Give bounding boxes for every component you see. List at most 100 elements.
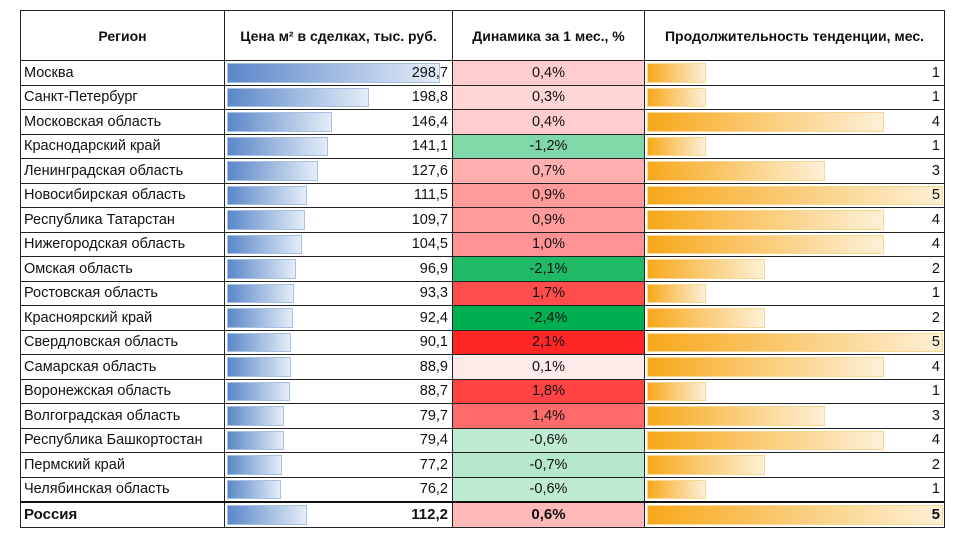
price-cell: 109,7 bbox=[224, 207, 453, 233]
trend-value: 1 bbox=[931, 89, 940, 106]
dynamics-cell: 0,9% bbox=[452, 207, 645, 233]
region-cell: Волгоградская область bbox=[20, 403, 225, 429]
price-cell: 88,7 bbox=[224, 378, 453, 404]
table-row: Москва 298,7 0,4% 1 bbox=[20, 60, 945, 86]
trend-value: 1 bbox=[931, 383, 940, 400]
price-data-bar bbox=[227, 234, 302, 254]
trend-cell: 2 bbox=[644, 256, 945, 282]
region-cell: Красноярский край bbox=[20, 305, 225, 331]
trend-cell: 4 bbox=[644, 354, 945, 380]
trend-cell: 1 bbox=[644, 84, 945, 110]
region-cell: Республика Башкортостан bbox=[20, 427, 225, 453]
dynamics-cell: 0,9% bbox=[452, 182, 645, 208]
price-value: 141,1 bbox=[411, 138, 448, 155]
price-cell: 198,8 bbox=[224, 84, 453, 110]
trend-value: 5 bbox=[931, 334, 940, 351]
table-row: Волгоградская область 79,7 1,4% 3 bbox=[20, 403, 945, 429]
trend-data-bar bbox=[647, 87, 707, 107]
trend-value: 4 bbox=[931, 432, 940, 449]
trend-data-bar bbox=[647, 185, 943, 205]
trend-data-bar bbox=[647, 161, 825, 181]
trend-data-bar bbox=[647, 112, 884, 132]
price-value: 88,7 bbox=[419, 383, 448, 400]
header-region: Регион bbox=[20, 10, 225, 61]
dynamics-cell: -0,7% bbox=[452, 452, 645, 478]
price-data-bar bbox=[227, 161, 319, 181]
price-cell: 141,1 bbox=[224, 133, 453, 159]
trend-cell: 1 bbox=[644, 476, 945, 503]
price-value: 79,7 bbox=[419, 407, 448, 424]
header-row: Регион Цена м² в сделках, тыс. руб. Дина… bbox=[20, 10, 945, 61]
table-row: Челябинская область 76,2 -0,6% 1 bbox=[20, 476, 945, 503]
price-cell: 90,1 bbox=[224, 329, 453, 355]
region-cell: Пермский край bbox=[20, 452, 225, 478]
price-data-bar bbox=[227, 87, 370, 107]
trend-value: 3 bbox=[931, 162, 940, 179]
price-cell: 96,9 bbox=[224, 256, 453, 282]
table-row: Красноярский край 92,4 -2,4% 2 bbox=[20, 305, 945, 331]
trend-value: 4 bbox=[931, 113, 940, 130]
trend-data-bar bbox=[647, 210, 884, 230]
price-data-bar bbox=[227, 112, 332, 132]
table-row: Омская область 96,9 -2,1% 2 bbox=[20, 256, 945, 282]
header-price: Цена м² в сделках, тыс. руб. bbox=[224, 10, 453, 61]
trend-cell: 3 bbox=[644, 403, 945, 429]
region-cell: Краснодарский край bbox=[20, 133, 225, 159]
trend-cell: 5 bbox=[644, 182, 945, 208]
price-data-bar bbox=[227, 381, 291, 401]
trend-value: 1 bbox=[931, 285, 940, 302]
table-row: Ростовская область 93,3 1,7% 1 bbox=[20, 280, 945, 306]
price-value: 198,8 bbox=[411, 89, 448, 106]
region-cell: Ленинградская область bbox=[20, 158, 225, 184]
dynamics-cell: 1,8% bbox=[452, 378, 645, 404]
trend-cell: 4 bbox=[644, 109, 945, 135]
dynamics-cell: 0,6% bbox=[452, 501, 645, 528]
trend-cell: 1 bbox=[644, 378, 945, 404]
table-row: Санкт-Петербург 198,8 0,3% 1 bbox=[20, 84, 945, 110]
total-row: Россия 112,2 0,6% 5 bbox=[20, 501, 945, 528]
trend-cell: 3 bbox=[644, 158, 945, 184]
price-cell: 111,5 bbox=[224, 182, 453, 208]
price-value: 96,9 bbox=[419, 260, 448, 277]
price-data-bar bbox=[227, 479, 282, 499]
price-cell: 104,5 bbox=[224, 231, 453, 257]
trend-cell: 4 bbox=[644, 427, 945, 453]
price-value: 104,5 bbox=[411, 236, 448, 253]
dynamics-cell: -2,4% bbox=[452, 305, 645, 331]
region-cell: Омская область bbox=[20, 256, 225, 282]
price-cell: 88,9 bbox=[224, 354, 453, 380]
trend-value: 1 bbox=[931, 481, 940, 498]
table-row: Свердловская область 90,1 2,1% 5 bbox=[20, 329, 945, 355]
trend-data-bar bbox=[647, 479, 707, 499]
trend-data-bar bbox=[647, 308, 766, 328]
trend-cell: 4 bbox=[644, 207, 945, 233]
trend-value: 1 bbox=[931, 64, 940, 81]
price-data-bar bbox=[227, 259, 297, 279]
price-data-bar bbox=[227, 210, 306, 230]
trend-value: 5 bbox=[931, 506, 940, 524]
dynamics-cell: 0,1% bbox=[452, 354, 645, 380]
trend-cell: 4 bbox=[644, 231, 945, 257]
price-value: 92,4 bbox=[419, 309, 448, 326]
trend-cell: 5 bbox=[644, 501, 945, 528]
trend-data-bar bbox=[647, 357, 884, 377]
price-data-bar bbox=[227, 308, 294, 328]
trend-data-bar bbox=[647, 259, 766, 279]
price-value: 88,9 bbox=[419, 358, 448, 375]
region-cell: Россия bbox=[20, 501, 225, 528]
trend-cell: 1 bbox=[644, 60, 945, 86]
trend-data-bar bbox=[647, 430, 884, 450]
price-value: 79,4 bbox=[419, 432, 448, 449]
table-row: Самарская область 88,9 0,1% 4 bbox=[20, 354, 945, 380]
trend-data-bar bbox=[647, 505, 943, 525]
trend-value: 4 bbox=[931, 211, 940, 228]
dynamics-cell: 1,0% bbox=[452, 231, 645, 257]
price-data-bar bbox=[227, 430, 284, 450]
price-value: 298,7 bbox=[411, 64, 448, 81]
price-value: 146,4 bbox=[411, 113, 448, 130]
dynamics-cell: 0,3% bbox=[452, 84, 645, 110]
price-value: 127,6 bbox=[411, 162, 448, 179]
price-value: 112,2 bbox=[411, 506, 448, 524]
price-cell: 92,4 bbox=[224, 305, 453, 331]
trend-data-bar bbox=[647, 381, 707, 401]
